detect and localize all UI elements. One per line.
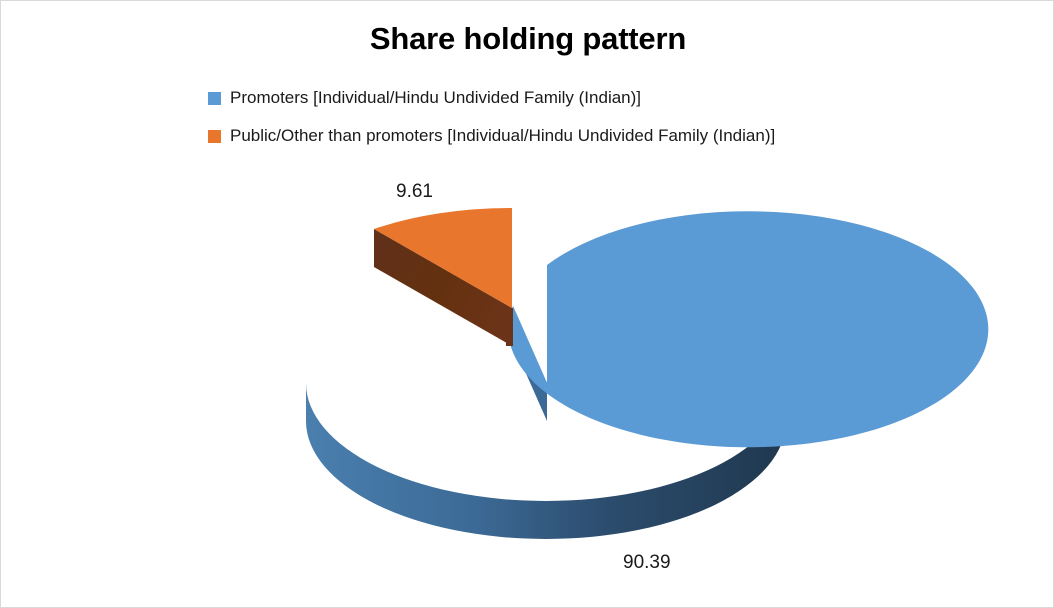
pie-slice-side-wall	[306, 383, 786, 539]
pie-slice-top-face	[374, 207, 512, 308]
square-swatch-icon	[208, 91, 221, 105]
pie-slice-public-other[interactable]	[374, 207, 513, 346]
pie-notch-inner-wall	[513, 306, 547, 421]
pie-slice-right-wall	[506, 308, 513, 346]
page-title: Share holding pattern	[369, 21, 687, 56]
data-label-promoters: 90.39	[623, 552, 671, 573]
pie-slice-side-wall	[374, 229, 512, 346]
pie-slice-promoters[interactable]	[306, 211, 989, 539]
pie-slice-top-face	[508, 211, 989, 448]
chart-legend: Promoters [Individual/Hindu Undivided Fa…	[208, 85, 908, 161]
square-swatch-icon	[208, 129, 221, 143]
data-label-public-other: 9.61	[396, 181, 433, 202]
legend-item-label: Promoters [Individual/Hindu Undivided Fa…	[230, 88, 642, 107]
legend-item-promoters[interactable]: Promoters [Individual/Hindu Undivided Fa…	[208, 85, 908, 111]
legend-item-public-other[interactable]: Public/Other than promoters [Individual/…	[208, 123, 908, 149]
legend-item-label: Public/Other than promoters [Individual/…	[230, 126, 776, 145]
